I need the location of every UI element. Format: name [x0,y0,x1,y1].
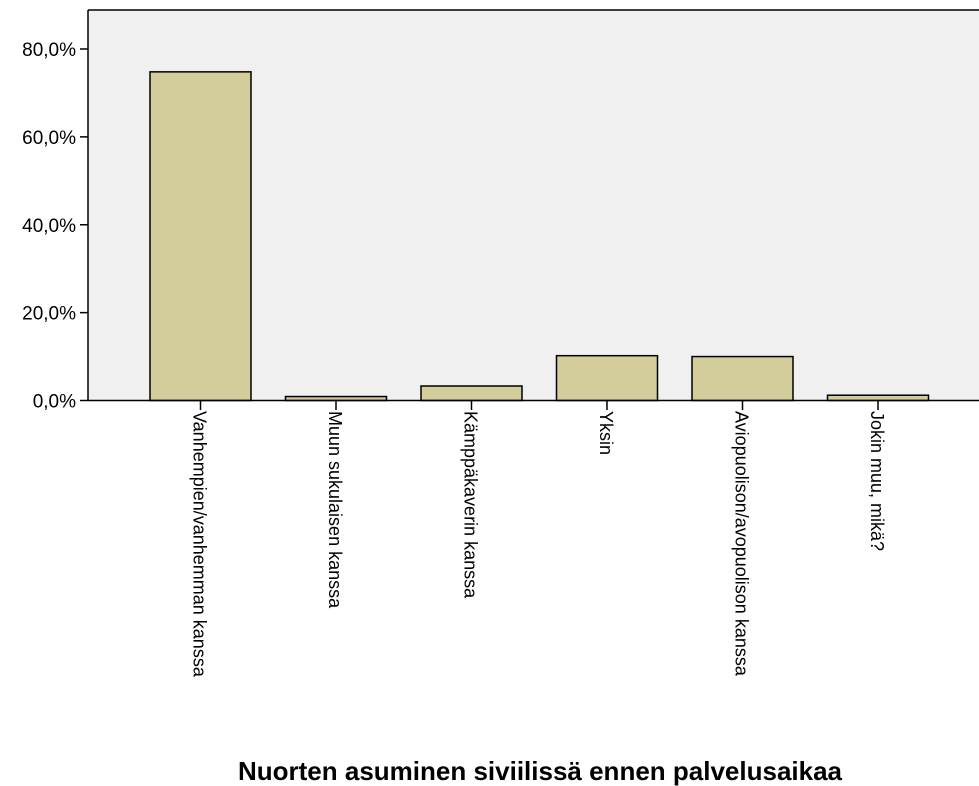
bar [826,394,930,402]
x-category-label: Vanhempien/vanhemman kanssa [190,411,210,678]
y-tick-label: 20,0% [22,304,76,325]
y-tick-label: 0,0% [33,392,76,413]
y-tick-label: 40,0% [22,216,76,237]
x-category-label: Jokin muu, mikä? [867,411,887,551]
y-ticks-group: 0,0% 20,0% 40,0% 60,0% 80,0% [22,40,88,413]
x-axis-title: Nuorten asuminen siviilissä ennen palvel… [238,756,843,786]
bar [420,385,523,402]
y-tick-label: 60,0% [22,128,76,149]
y-tick-label: 80,0% [22,40,76,61]
bars-group [149,71,930,402]
bar [691,355,794,402]
bar [555,354,659,402]
x-category-label: Kämppäkaverin kanssa [461,411,481,599]
bar [149,71,252,402]
x-category-label: Aviopuolison/avopuolison kanssa [732,411,752,677]
x-category-label: Yksin [596,411,616,455]
x-category-label: Muun sukulaisen kanssa [325,411,345,609]
x-ticks-group: Vanhempien/vanhemman kanssa Muun sukulais… [190,401,887,678]
